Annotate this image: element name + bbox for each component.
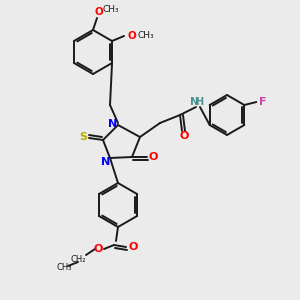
Text: O: O: [179, 131, 189, 141]
Text: CH₂: CH₂: [70, 256, 86, 265]
Text: O: O: [148, 152, 158, 162]
Text: O: O: [128, 242, 138, 252]
Text: S: S: [79, 132, 87, 142]
Text: O: O: [94, 7, 103, 17]
Text: F: F: [259, 97, 266, 107]
Text: CH₃: CH₃: [138, 32, 154, 40]
Text: CH₃: CH₃: [103, 5, 119, 14]
Text: N: N: [101, 157, 111, 167]
Text: CH₃: CH₃: [56, 262, 72, 272]
Text: N: N: [190, 97, 198, 107]
Text: O: O: [93, 244, 103, 254]
Text: O: O: [128, 31, 136, 41]
Text: H: H: [195, 97, 203, 107]
Text: N: N: [108, 119, 118, 129]
